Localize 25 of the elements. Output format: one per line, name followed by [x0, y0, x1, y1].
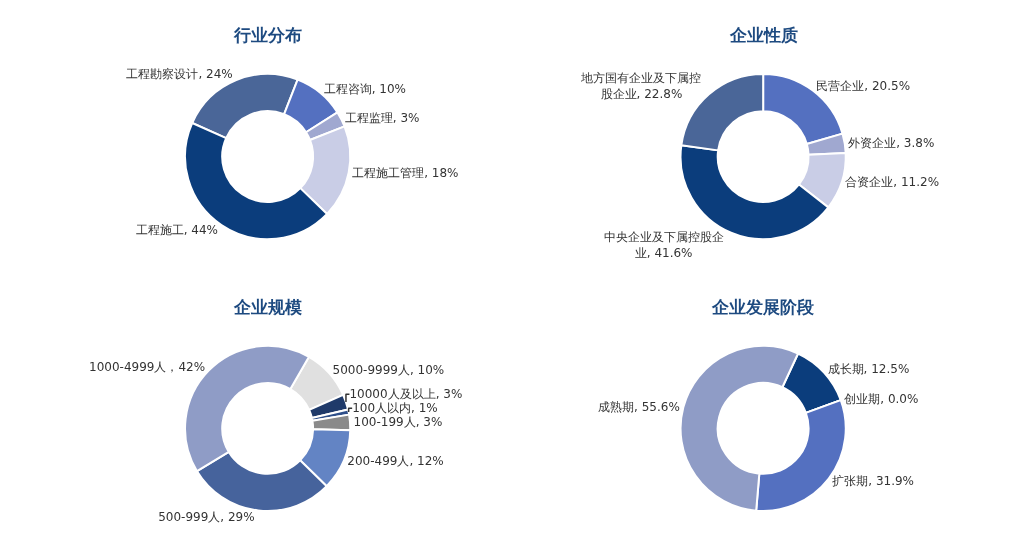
slice-label: 200-499人, 12%	[347, 454, 444, 469]
slice-label: 100-199人, 3%	[353, 415, 443, 430]
slice-label: 100人以内, 1%	[352, 401, 438, 416]
slice-label: 工程施工管理, 18%	[352, 165, 459, 180]
slice-label: 工程施工, 44%	[135, 222, 218, 237]
slice-label: 500-999人, 29%	[158, 510, 255, 525]
slice-label: 工程勘察设计, 24%	[126, 67, 233, 82]
slice-label: 成熟期, 55.6%	[598, 399, 680, 414]
slice-label: 工程监理, 3%	[344, 110, 420, 125]
chart-title: 企业性质	[729, 25, 798, 45]
slice-label: 扩张期, 31.9%	[832, 474, 915, 489]
slice-label: 中央企业及下属控股企业, 41.6%	[603, 230, 724, 261]
slice-label: 5000-9999人, 10%	[332, 362, 445, 377]
slice-label: 1000-4999人，42%	[89, 360, 206, 375]
slice-label: 10000人及以上, 3%	[349, 387, 463, 402]
chart-title: 企业规模	[233, 297, 302, 317]
slice-label: 民营企业, 20.5%	[816, 79, 911, 94]
legend-label: 创业期, 0.0%	[844, 392, 919, 407]
slice-label: 地方国有企业及下属控股企业, 22.8%	[580, 71, 702, 101]
slice-label: 工程咨询, 10%	[323, 81, 406, 96]
chart-title: 行业分布	[233, 25, 302, 45]
slice-label: 合资企业, 11.2%	[845, 175, 940, 190]
slice-label: 外资企业, 3.8%	[848, 136, 935, 151]
slice-label: 成长期, 12.5%	[827, 362, 910, 377]
chart-title: 企业发展阶段	[711, 297, 815, 317]
